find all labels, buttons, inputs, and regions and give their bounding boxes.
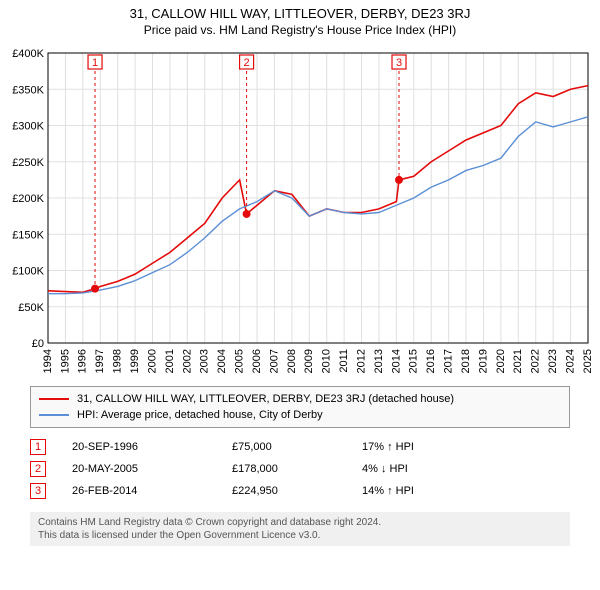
- svg-text:2006: 2006: [251, 349, 263, 373]
- event-point-1: [91, 285, 99, 293]
- svg-text:3: 3: [396, 57, 402, 69]
- event-point-2: [243, 210, 251, 218]
- legend-label: HPI: Average price, detached house, City…: [77, 407, 323, 423]
- page-subtitle: Price paid vs. HM Land Registry's House …: [0, 23, 600, 37]
- legend-row: HPI: Average price, detached house, City…: [39, 407, 561, 423]
- svg-text:2004: 2004: [216, 349, 228, 373]
- svg-text:2025: 2025: [582, 349, 594, 373]
- svg-text:2018: 2018: [460, 349, 472, 373]
- svg-text:£200K: £200K: [12, 193, 44, 205]
- svg-text:2020: 2020: [495, 349, 507, 373]
- svg-text:2010: 2010: [321, 349, 333, 373]
- chart-container: 1994 1995 1996 1997 1998 1999 2000 2001 2002 2003…: [0, 43, 600, 378]
- svg-text:2008: 2008: [286, 349, 298, 373]
- svg-text:2009: 2009: [303, 349, 315, 373]
- svg-text:£400K: £400K: [12, 48, 44, 60]
- svg-text:£50K: £50K: [18, 302, 44, 314]
- legend-box: 31, CALLOW HILL WAY, LITTLEOVER, DERBY, …: [30, 386, 570, 428]
- event-date: 26-FEB-2014: [72, 480, 232, 502]
- event-date: 20-SEP-1996: [72, 436, 232, 458]
- svg-text:2019: 2019: [477, 349, 489, 373]
- svg-text:2001: 2001: [164, 349, 176, 373]
- event-marker-badge: 1: [30, 439, 46, 455]
- svg-text:2023: 2023: [547, 349, 559, 373]
- svg-text:1994: 1994: [42, 349, 54, 373]
- svg-text:£150K: £150K: [12, 229, 44, 241]
- svg-text:2013: 2013: [373, 349, 385, 373]
- svg-text:2000: 2000: [146, 349, 158, 373]
- svg-text:2021: 2021: [512, 349, 524, 373]
- svg-text:2005: 2005: [234, 349, 246, 373]
- legend-label: 31, CALLOW HILL WAY, LITTLEOVER, DERBY, …: [77, 391, 454, 407]
- svg-text:1996: 1996: [77, 349, 89, 373]
- svg-text:£300K: £300K: [12, 121, 44, 133]
- legend-row: 31, CALLOW HILL WAY, LITTLEOVER, DERBY, …: [39, 391, 561, 407]
- svg-text:2011: 2011: [338, 349, 350, 373]
- event-hpi-delta: 14% ↑ HPI: [362, 480, 462, 502]
- legend-swatch: [39, 398, 69, 400]
- svg-text:2003: 2003: [199, 349, 211, 373]
- svg-text:2014: 2014: [390, 349, 402, 373]
- event-point-3: [395, 176, 403, 184]
- event-hpi-delta: 17% ↑ HPI: [362, 436, 462, 458]
- page-title: 31, CALLOW HILL WAY, LITTLEOVER, DERBY, …: [0, 6, 600, 21]
- event-row: 3 26-FEB-2014£224,95014% ↑ HPI: [30, 480, 570, 502]
- footer-line-1: Contains HM Land Registry data © Crown c…: [38, 516, 562, 529]
- svg-text:2: 2: [244, 57, 250, 69]
- price-vs-hpi-chart: 1994 1995 1996 1997 1998 1999 2000 2001 2002 2003…: [0, 43, 600, 373]
- svg-text:2024: 2024: [564, 349, 576, 373]
- svg-text:2002: 2002: [181, 349, 193, 373]
- legend-swatch: [39, 414, 69, 416]
- svg-text:2022: 2022: [530, 349, 542, 373]
- svg-text:1998: 1998: [112, 349, 124, 373]
- event-price: £75,000: [232, 436, 362, 458]
- svg-text:2016: 2016: [425, 349, 437, 373]
- footer-attribution: Contains HM Land Registry data © Crown c…: [30, 512, 570, 546]
- events-table: 1 20-SEP-1996£75,00017% ↑ HPI 2 20-MAY-2005…: [30, 436, 570, 502]
- svg-text:£100K: £100K: [12, 266, 44, 278]
- svg-text:2017: 2017: [443, 349, 455, 373]
- svg-text:£250K: £250K: [12, 157, 44, 169]
- event-row: 2 20-MAY-2005£178,0004% ↓ HPI: [30, 458, 570, 480]
- svg-text:£0: £0: [32, 338, 44, 350]
- event-date: 20-MAY-2005: [72, 458, 232, 480]
- svg-text:1999: 1999: [129, 349, 141, 373]
- svg-text:2007: 2007: [268, 349, 280, 373]
- footer-line-2: This data is licensed under the Open Gov…: [38, 529, 562, 542]
- svg-text:£350K: £350K: [12, 84, 44, 96]
- event-price: £178,000: [232, 458, 362, 480]
- svg-text:1: 1: [92, 57, 98, 69]
- event-marker-badge: 3: [30, 483, 46, 499]
- svg-text:2012: 2012: [355, 349, 367, 373]
- event-hpi-delta: 4% ↓ HPI: [362, 458, 462, 480]
- svg-text:2015: 2015: [408, 349, 420, 373]
- event-price: £224,950: [232, 480, 362, 502]
- event-marker-badge: 2: [30, 461, 46, 477]
- event-row: 1 20-SEP-1996£75,00017% ↑ HPI: [30, 436, 570, 458]
- svg-text:1997: 1997: [94, 349, 106, 373]
- svg-text:1995: 1995: [59, 349, 71, 373]
